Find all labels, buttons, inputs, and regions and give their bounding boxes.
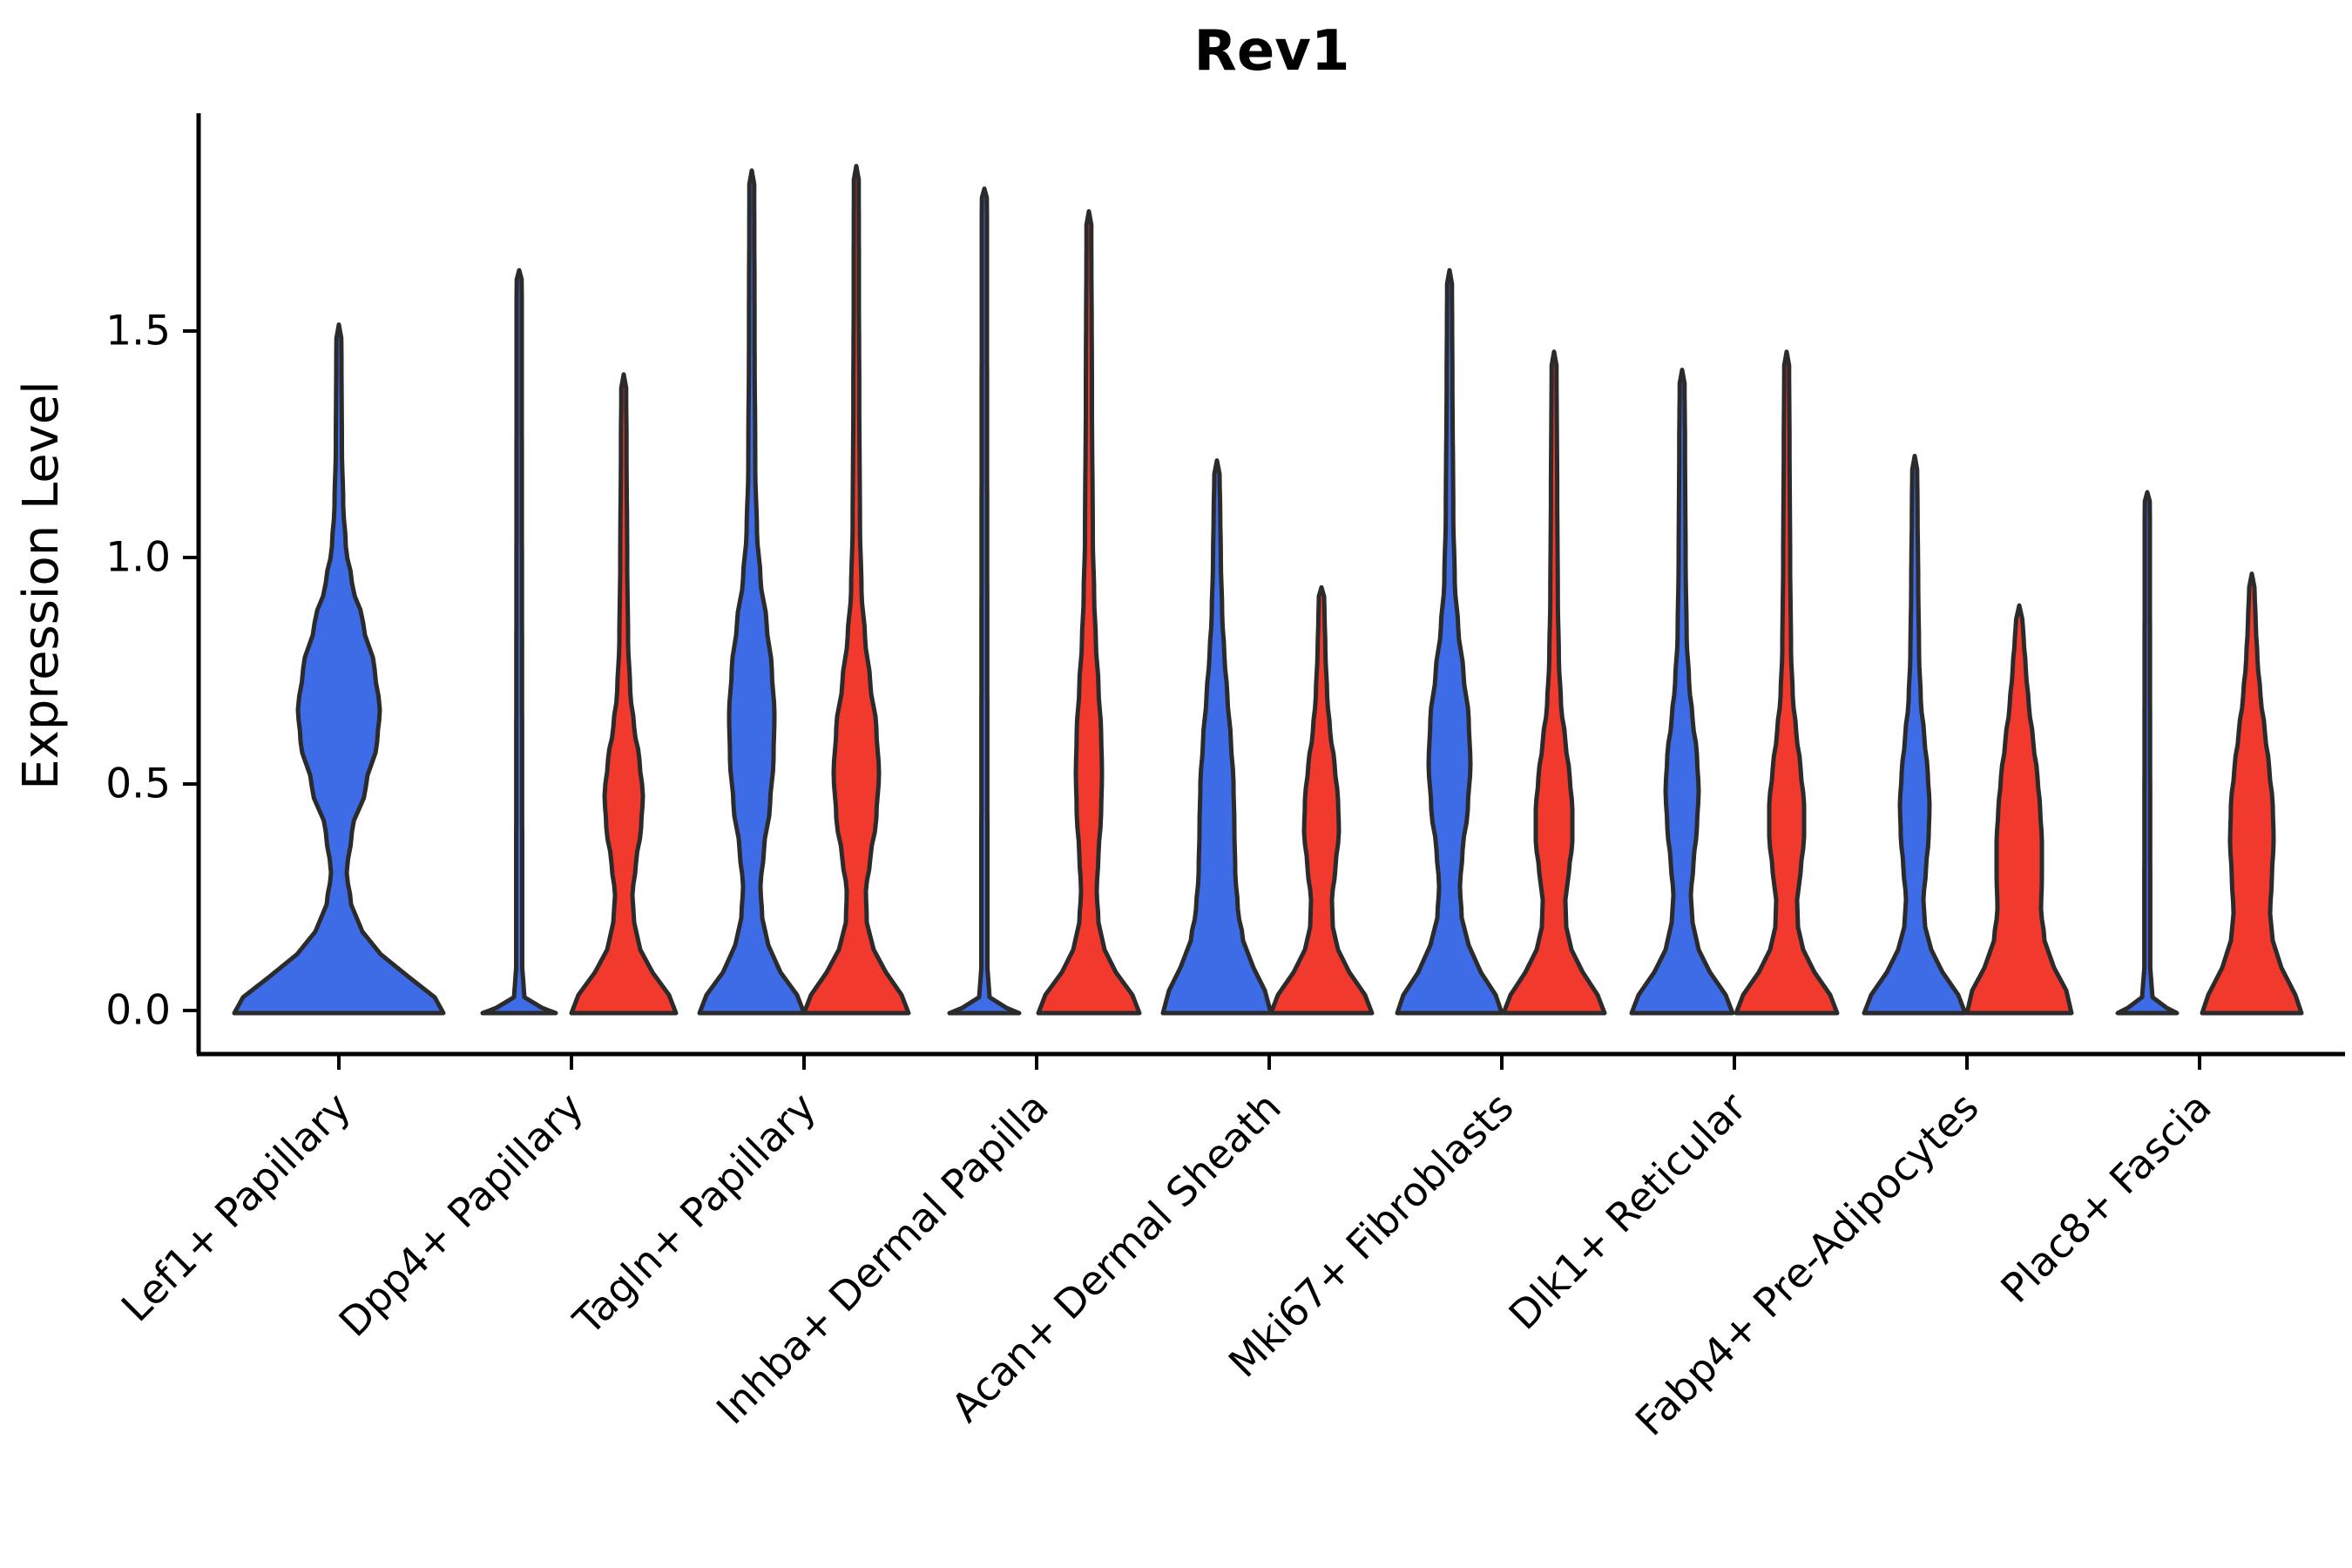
y-tick-label: 0.0 [105,987,171,1035]
violin-tagln-papillary-red [801,164,911,1016]
violin-inhba-dermal-papilla-blue [947,186,1022,1016]
violin-acan-dermal-sheath-red [1268,585,1375,1016]
violin-mki67-fibroblasts-red [1501,349,1607,1016]
chart-title: Rev1 [1194,19,1350,84]
violin-plac8-fascia-red [2200,571,2304,1016]
violin-dpp4-papillary-blue [480,267,558,1016]
violin-dpp4-papillary-red [569,372,679,1016]
y-axis-label: Expression Level [13,381,70,790]
violin-acan-dermal-sheath-blue [1160,458,1274,1016]
y-tick-label: 1.5 [105,308,171,355]
x-category-label-dlk1-reticular: Dlk1+ Reticular [1500,1084,1755,1339]
violin-inhba-dermal-papilla-red [1036,209,1142,1016]
violin-lef1-papillary-blue [232,322,446,1016]
violin-plac8-fascia-blue [2115,490,2180,1016]
violin-tagln-papillary-blue [697,168,807,1016]
y-tick-label: 1.0 [105,534,171,582]
violin-dlk1-reticular-red [1734,349,1840,1016]
violin-mki67-fibroblasts-blue [1395,267,1504,1016]
x-category-label-dpp4-papillary: Dpp4+ Papillary [330,1084,592,1346]
y-tick-label: 0.5 [105,760,171,808]
violin-fabp4-pre-adipocytes-red [1964,603,2074,1016]
x-category-label-plac8-fascia: Plac8+ Fascia [1991,1084,2220,1312]
x-category-label-tagln-papillary: Tagln+ Papillary [564,1084,825,1345]
violin-fabp4-pre-adipocytes-blue [1862,453,1968,1016]
violin-dlk1-reticular-blue [1629,368,1735,1016]
x-category-label-lef1-papillary: Lef1+ Papillary [112,1084,360,1331]
